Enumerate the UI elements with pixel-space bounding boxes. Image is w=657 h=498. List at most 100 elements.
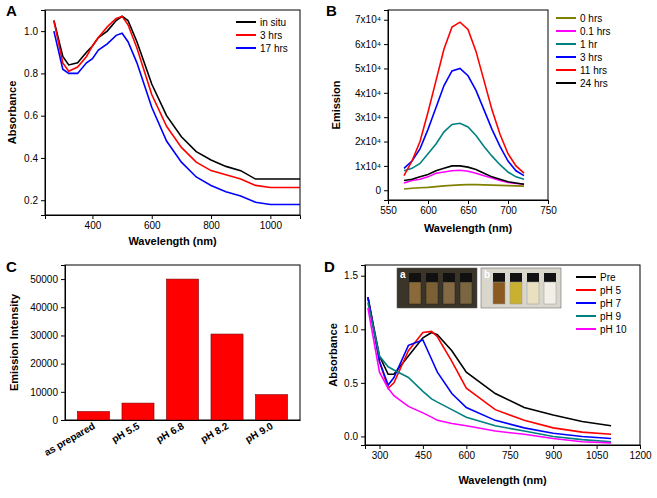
legend-item: 1 hr <box>556 39 598 50</box>
legend-item: in situ <box>236 17 286 28</box>
bar <box>166 279 198 420</box>
y-tick-mark <box>384 44 388 45</box>
y-tick-mark <box>61 392 65 393</box>
x-tick-label: 800 <box>203 220 220 231</box>
y-tick-mark <box>361 276 365 277</box>
vial-cap <box>426 273 438 282</box>
y-tick-mark <box>41 116 45 117</box>
y-tick-label: 2x10⁴ <box>355 136 381 147</box>
x-tick-mark <box>423 445 424 449</box>
x-axis: 400 600 800 1000 <box>46 215 301 231</box>
y-tick-label: 10000 <box>30 387 58 398</box>
legend-label: 11 hrs <box>580 65 607 76</box>
y-tick-mark <box>41 200 45 201</box>
y-tick-label: 0 <box>375 185 381 196</box>
x-tick-label: 450 <box>415 450 432 461</box>
y-axis-title: Emission Intensity <box>8 293 20 391</box>
y-axis-line <box>361 266 366 446</box>
y-tick-mark <box>361 329 365 330</box>
y-tick: 0.6 <box>24 110 45 121</box>
x-tick: pH 6.8 <box>154 420 186 445</box>
legend-item: pH 7 <box>576 298 622 309</box>
x-tick-label: as prepared <box>42 420 97 458</box>
y-tick-mark <box>61 420 65 421</box>
x-tick: pH 9.0 <box>243 420 275 445</box>
vial-cap <box>443 273 455 282</box>
x-tick-label: 1050 <box>586 450 609 461</box>
series-line <box>368 303 611 442</box>
legend-item: pH 10 <box>576 324 627 335</box>
y-tick-label: 1x10⁴ <box>355 161 381 172</box>
series-line <box>368 297 611 434</box>
legend-swatch <box>556 43 576 45</box>
y-tick-label: 3x10⁴ <box>355 112 381 123</box>
x-tick-label: pH 9.0 <box>243 420 275 445</box>
x-tick-mark <box>92 215 93 219</box>
x-axis: as preparedpH 5.5pH 6.8pH 8.2pH 9.0 <box>42 420 300 458</box>
legend-swatch <box>236 21 256 23</box>
legend-swatch <box>236 34 256 36</box>
x-axis: 30045060075090010501200 <box>366 445 653 461</box>
y-tick: 7x10⁴ <box>355 14 388 25</box>
y-tick-label: 1.0 <box>344 324 358 335</box>
x-tick-label: pH 8.2 <box>199 420 231 445</box>
vial-body <box>426 282 438 304</box>
vial-cap <box>493 273 505 282</box>
legend-item: 17 hrs <box>236 43 288 54</box>
legend-swatch <box>576 289 596 291</box>
x-tick-mark <box>211 215 212 219</box>
panel: as preparedpH 5.5pH 6.8pH 8.2pH 9.001000… <box>6 258 301 458</box>
y-axis-title: Absorbance <box>327 323 339 387</box>
series-line <box>54 16 300 187</box>
legend-label: in situ <box>260 17 286 28</box>
series-line <box>54 31 300 204</box>
y-axis: 01000020000300004000050000 <box>30 266 65 426</box>
y-tick: 20000 <box>30 358 65 369</box>
legend-swatch <box>576 328 596 330</box>
legend-label: 17 hrs <box>260 43 288 54</box>
legend-item: 3 hrs <box>236 30 282 41</box>
y-tick: 0 <box>52 415 65 426</box>
vial-body <box>460 282 472 304</box>
y-tick: 0.2 <box>24 195 45 206</box>
x-tick: 600 <box>144 215 161 231</box>
x-tick-label: 600 <box>420 205 437 216</box>
legend: PrepH 5pH 7pH 9pH 10 <box>576 272 627 335</box>
x-tick: 700 <box>500 200 517 216</box>
y-tick: 6x10⁴ <box>355 39 388 50</box>
legend-label: pH 5 <box>600 285 622 296</box>
vial-body <box>409 282 421 304</box>
vial-body <box>493 282 505 304</box>
vial-cap <box>527 273 539 282</box>
y-tick-mark <box>384 93 388 94</box>
x-tick: 600 <box>458 445 475 461</box>
x-axis-line <box>366 446 641 450</box>
legend-label: Pre <box>600 272 616 283</box>
y-tick: 50000 <box>30 274 65 285</box>
series-line <box>404 22 524 175</box>
panel: 300450600750900105012000.00.51.01.5DWave… <box>324 258 652 486</box>
y-tick-mark <box>41 158 45 159</box>
legend: 0 hrs0.1 hrs1 hr3 hrs11 hrs24 hrs <box>556 13 611 89</box>
y-tick-label: 0.2 <box>24 195 38 206</box>
x-tick-label: 400 <box>85 220 102 231</box>
y-axis: 0.20.40.60.81.0 <box>24 11 45 216</box>
y-axis-title: Absorbance <box>6 81 18 145</box>
legend-item: 0 hrs <box>556 13 602 24</box>
x-tick: 1000 <box>260 215 283 231</box>
y-tick-label: 1.0 <box>24 26 38 37</box>
series-line <box>368 297 611 438</box>
y-tick: 1.5 <box>344 270 365 281</box>
plot-frame <box>45 10 300 215</box>
y-tick-label: 0.4 <box>24 153 38 164</box>
legend-label: pH 7 <box>600 298 622 309</box>
x-tick: 900 <box>545 445 562 461</box>
photo-panel <box>481 268 561 308</box>
legend-swatch <box>556 17 576 19</box>
x-axis-line <box>46 216 301 220</box>
x-tick-mark <box>466 445 467 449</box>
x-tick: 300 <box>372 445 389 461</box>
y-tick: 5x10⁴ <box>355 63 388 74</box>
x-tick-label: 300 <box>372 450 389 461</box>
x-tick-mark <box>152 215 153 219</box>
